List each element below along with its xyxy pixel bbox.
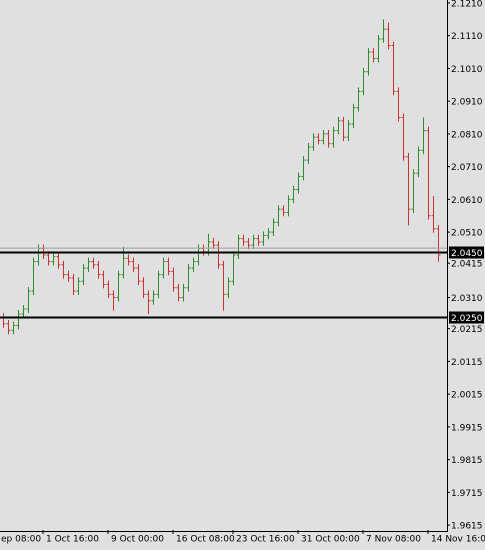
y-tick-label: 2.0415 [451,260,483,270]
x-tick-label: 31 Oct 00:00 [301,535,360,545]
x-tick-label: ep 08:00 [1,535,41,545]
y-tick-label: 1.9615 [451,522,483,532]
y-tick-label: 2.0115 [451,358,483,368]
x-tick-label: 9 Oct 00:00 [111,535,164,545]
y-tick-label: 2.0810 [451,130,483,140]
x-tick-label: 16 Oct 08:00 [176,535,235,545]
x-tick-label: 14 Nov 16:00 [431,535,485,545]
y-tick-label: 1.9715 [451,489,483,499]
y-tick-label: 2.1010 [451,65,483,75]
y-tick-label: 2.0710 [451,163,483,173]
level-label-box [449,311,484,324]
y-tick-label: 2.0015 [451,391,483,401]
y-tick-label: 2.0510 [451,229,483,239]
y-tick-label: 2.0910 [451,98,483,108]
level-label: 2.0250 [451,314,483,324]
y-tick-label: 2.1110 [451,32,483,42]
x-tick-label: 7 Nov 08:00 [366,535,421,545]
y-tick-label: 1.9815 [451,456,483,466]
y-tick-label: 2.0215 [451,325,483,335]
y-tick-label: 1.9915 [451,423,483,433]
x-tick-label: 23 Oct 16:00 [236,535,295,545]
y-tick-label: 2.0310 [451,294,483,304]
level-label-box [449,246,484,259]
y-tick-label: 2.0610 [451,196,483,206]
level-label: 2.0450 [451,249,483,259]
x-tick-label: 1 Oct 16:00 [46,535,99,545]
y-tick-label: 2.1210 [451,0,483,9]
